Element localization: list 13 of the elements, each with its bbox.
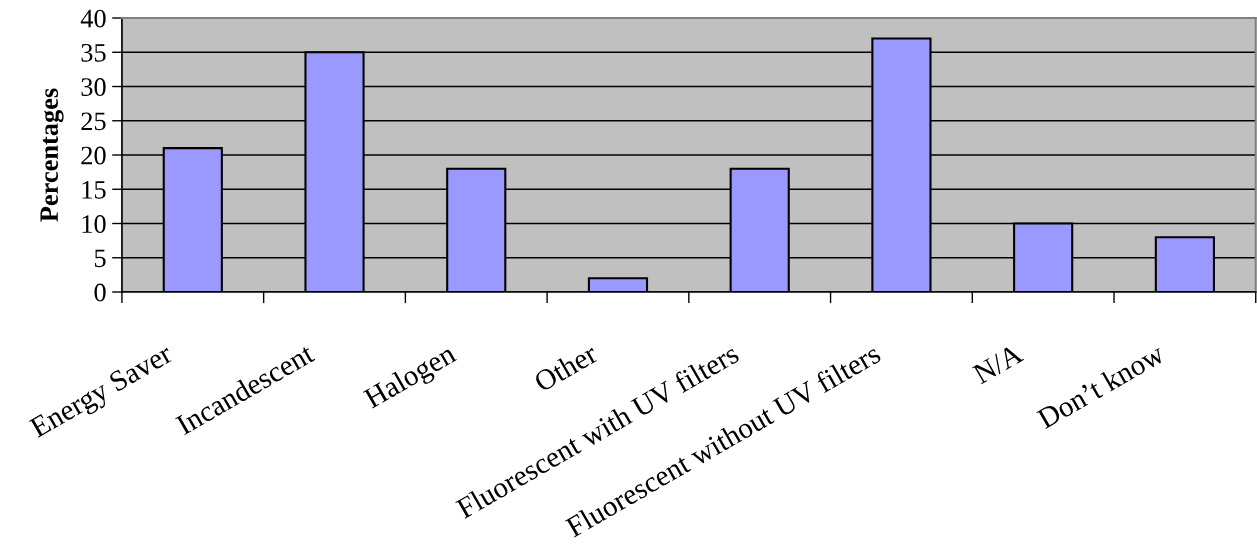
y-tick-label: 0 [94,283,106,302]
x-tick-label: N/A [971,342,1025,385]
y-tick-label: 35 [81,43,106,62]
y-tick-label: 20 [81,146,106,165]
y-tick-label: 25 [81,112,106,131]
y-tick-label: 5 [94,249,106,268]
x-tick-label: Don’t know [1035,342,1167,430]
y-tick-label: 30 [81,78,106,96]
y-axis-title: Percentages [40,88,64,222]
y-tick-label: 10 [82,215,106,233]
x-tick-label: Other [532,342,600,393]
y-tick-label: 15 [82,180,106,199]
y-tick-label: 40 [80,9,106,28]
